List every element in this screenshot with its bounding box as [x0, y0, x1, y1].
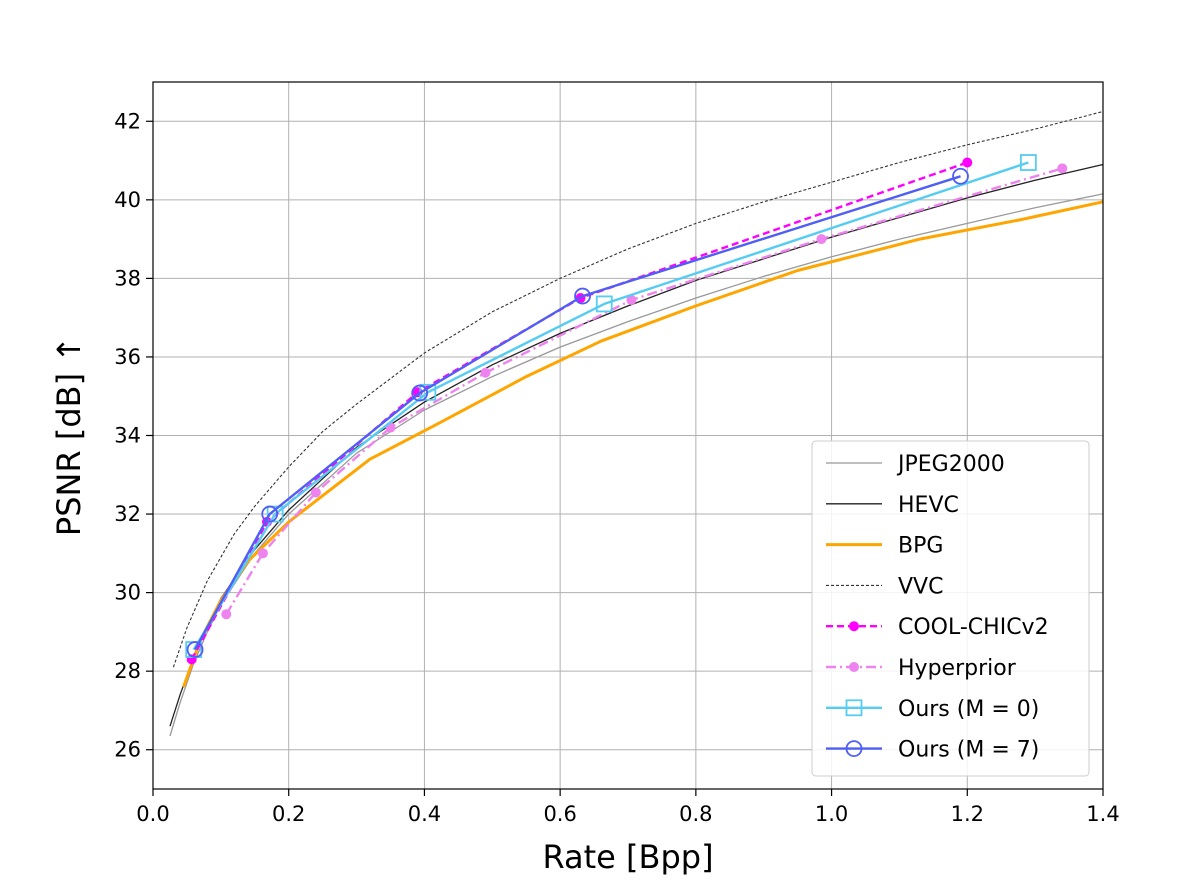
series-layer [169, 110, 1104, 737]
legend-entry-vvc: VVC [826, 574, 943, 599]
y-tick-label: 30 [114, 581, 141, 605]
x-tick-label: 1.4 [1086, 802, 1119, 826]
y-tick-label: 40 [114, 188, 141, 212]
legend-label: VVC [898, 574, 943, 599]
data-point-ours-m-0 [266, 505, 284, 523]
data-point-ours-m-0 [1019, 154, 1037, 171]
legend-entry-ours-m-0: Ours (M = 0) [826, 697, 1039, 722]
legend-label: Ours (M = 0) [898, 697, 1039, 722]
x-axis-label: Rate [Bpp] [542, 838, 713, 876]
series-line-vvc [172, 110, 1104, 668]
data-point-ours-m-0 [595, 295, 613, 313]
legend-label: JPEG2000 [896, 452, 1005, 477]
data-point-hyperprior [257, 548, 268, 559]
x-tick-label: 0.4 [408, 802, 441, 826]
x-tick-label: 1.2 [951, 802, 984, 826]
x-tick-label: 0.2 [272, 802, 305, 826]
series-line-jpeg2000 [169, 193, 1104, 737]
legend-marker [845, 699, 863, 717]
x-tick-label: 0.0 [136, 802, 169, 826]
legend-box [811, 440, 1090, 777]
legend-label: Hyperprior [898, 656, 1017, 681]
data-point-ours-m-7 [952, 167, 969, 185]
legend-entry-cool-chicv2: COOL-CHICv2 [826, 615, 1049, 640]
y-tick-label: 28 [114, 659, 141, 683]
series-hyperprior [221, 163, 1068, 620]
y-tick-label: 36 [114, 345, 141, 369]
legend-label: Ours (M = 7) [898, 738, 1039, 763]
legend-label: BPG [898, 534, 943, 559]
x-axis-ticks: 0.0 0.2 0.4 0.6 0.8 1.0 1.2 1.4 [136, 789, 1120, 826]
legend-marker [849, 662, 859, 672]
legend-marker [849, 621, 859, 632]
data-point-hyperprior [1057, 163, 1068, 174]
y-tick-label: 42 [114, 109, 141, 133]
data-point-hyperprior [816, 234, 827, 245]
series-jpeg2000 [169, 193, 1104, 737]
legend-entry-hevc: HEVC [826, 493, 959, 518]
legend-entry-jpeg2000: JPEG2000 [826, 452, 1005, 477]
legend-label: HEVC [898, 493, 959, 518]
data-point-cool-chicv2 [962, 157, 973, 168]
legend-marker [845, 740, 863, 757]
data-point-ours-m-7 [186, 641, 204, 658]
x-tick-label: 0.8 [679, 802, 712, 826]
series-vvc [172, 110, 1104, 668]
y-tick-label: 32 [114, 502, 141, 526]
data-point-ours-m-7 [574, 287, 591, 305]
data-point-ours-m-7 [261, 505, 279, 523]
y-axis-label: PSNR [dB] ↑ [50, 336, 88, 536]
series-line-ours-m-7 [194, 175, 961, 651]
x-tick-label: 1.0 [815, 802, 848, 826]
legend-label: COOL-CHICv2 [898, 615, 1049, 640]
series-ours-m-7 [186, 167, 969, 658]
y-tick-label: 26 [114, 738, 141, 762]
data-point-ours-m-7 [411, 384, 429, 402]
legend-entry-bpg: BPG [826, 534, 943, 559]
series-line-hyperprior [225, 167, 1063, 615]
y-tick-label: 38 [114, 266, 141, 290]
grid [152, 82, 1104, 789]
x-tick-label: 0.6 [543, 802, 576, 826]
y-tick-label: 34 [114, 424, 141, 448]
data-point-hyperprior [310, 487, 321, 498]
legend: JPEG2000 HEVC BPG VVC COOL-CHICv2 Hyperprior O… [811, 440, 1090, 777]
y-axis-ticks: 26 28 30 32 34 36 38 40 42 [114, 109, 153, 762]
legend-entry-hyperprior: Hyperprior [826, 656, 1017, 681]
data-point-hyperprior [480, 367, 491, 378]
legend-entry-ours-m-7: Ours (M = 7) [826, 738, 1039, 763]
data-point-hyperprior [221, 609, 232, 620]
